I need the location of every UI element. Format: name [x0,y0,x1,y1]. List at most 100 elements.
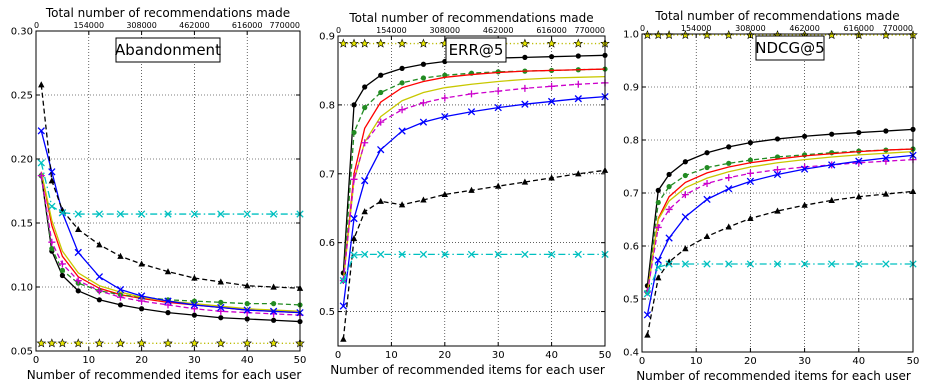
y-tick-label: 0.5 [623,295,639,306]
data-point [703,232,711,240]
top-tick-label: 0 [640,24,645,33]
data-point [96,297,102,303]
chart-err-at-5: 0 10 20 30 40 500.50.60.70.80.90 154000 308000 4… [319,11,611,377]
series-3 [40,171,301,312]
x-tick-label: 20 [744,356,757,367]
data-point [521,250,529,259]
data-point [800,165,809,173]
data-point [74,248,82,257]
top-tick-label: 770000 [574,26,605,35]
y-tick-label: 0.30 [11,27,33,38]
data-point [339,302,347,310]
data-point [95,273,104,281]
data-point [495,182,502,189]
data-point [420,75,427,81]
series-line [646,151,914,293]
data-point [575,53,581,59]
data-point [377,250,385,259]
data-point [218,299,224,305]
data-point [58,209,67,217]
data-point [268,338,279,348]
data-point [468,90,475,98]
y-tick-label: 0.7 [319,169,335,180]
series-4 [339,79,609,285]
data-point [216,338,226,348]
y-tick-label: 0.9 [319,32,335,43]
series-3 [646,151,914,293]
data-point [338,38,349,48]
data-point [468,186,475,193]
data-point [521,84,529,92]
data-point [217,278,224,285]
series-2 [38,173,303,308]
data-point [882,260,890,268]
data-point [48,202,56,211]
data-point [399,80,405,86]
top-tick-label: 770000 [882,24,913,33]
series-0 [644,126,916,289]
data-point [654,256,662,264]
data-point [419,99,427,107]
data-point [494,250,502,259]
data-point [419,118,428,126]
series-line [40,171,301,312]
data-point [419,250,428,259]
data-point [361,177,369,185]
data-point [189,338,200,348]
data-point [681,260,690,268]
data-point [243,306,251,314]
data-point [774,207,781,214]
top-axis-label: Total number of recommendations made [654,9,899,23]
data-point [138,297,146,305]
data-point [37,159,45,167]
y-tick-label: 0.8 [319,100,335,111]
data-point [726,160,732,166]
data-point [655,199,661,206]
data-point [359,38,370,48]
data-point [164,301,172,309]
x-tick-label: 40 [545,350,558,361]
data-point [339,276,347,285]
data-point [398,250,406,259]
x-tick-label: 0 [33,355,39,366]
data-point [467,108,476,116]
data-point [349,38,359,48]
data-point [73,338,84,348]
y-tick-label: 1.0 [623,30,639,41]
data-point [74,277,82,285]
chart-title: ERR@5 [449,41,504,59]
data-point [190,301,199,309]
data-point [96,241,103,248]
data-point [36,338,47,348]
top-tick-label: 0 [336,26,341,35]
data-point [117,302,124,308]
data-point [725,174,733,182]
data-point [726,144,732,150]
series-2 [646,148,914,293]
y-tick-label: 0.25 [11,91,33,102]
data-point [654,263,662,271]
x-tick-label: 0 [335,350,341,361]
data-point [494,103,502,112]
data-point [95,210,104,218]
data-point [802,133,808,139]
data-point [115,338,126,348]
chart-title-box [115,37,221,63]
series-2 [342,68,606,281]
data-point [665,234,673,242]
data-point [191,274,198,281]
data-point [574,250,582,259]
y-tick-label: 0.15 [11,219,33,230]
x-axis-label: Number of recommended items for each use… [636,369,911,383]
data-point [164,297,172,305]
y-tick-label: 0.4 [623,348,639,359]
y-tick-label: 0.05 [11,347,33,358]
x-tick-label: 20 [438,350,451,361]
series-line [342,68,606,281]
data-point [703,179,711,187]
data-point [829,131,835,137]
data-point [520,38,530,48]
series-5 [339,92,609,310]
top-tick-label: 308000 [126,21,157,30]
data-point [725,260,733,268]
